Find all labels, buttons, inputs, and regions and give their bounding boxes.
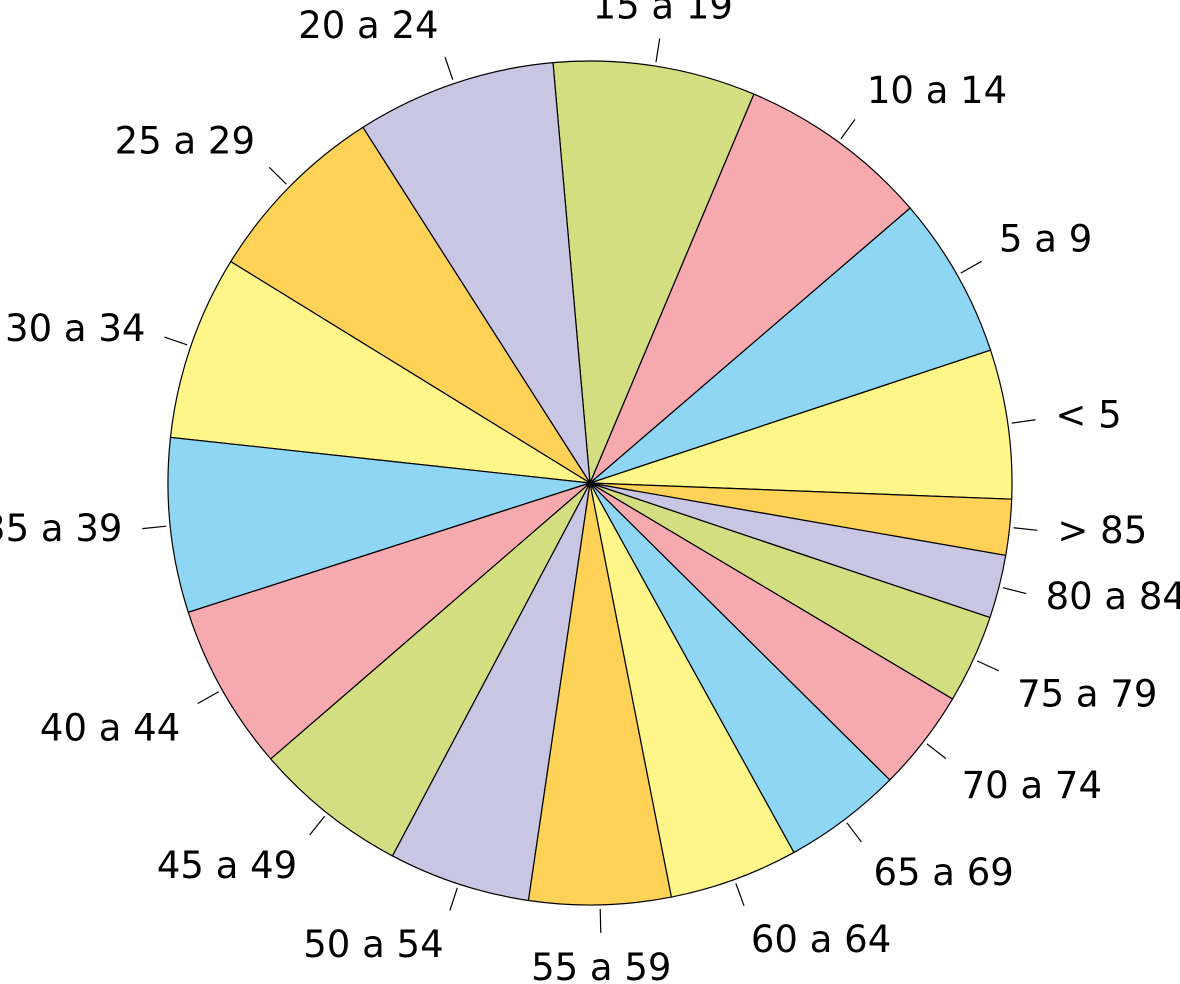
slice-label-35-a-39: 35 a 39 xyxy=(0,507,122,550)
slice-label-70-a-74: 70 a 74 xyxy=(962,764,1102,807)
pie-slice-15-a-19 xyxy=(552,60,755,484)
pie-slice-40-a-44 xyxy=(187,482,591,760)
leader-line-10-a-14 xyxy=(840,119,856,140)
slice-label-65-a-69: 65 a 69 xyxy=(873,851,1013,894)
pie-slice-25-a-29 xyxy=(229,126,591,484)
slice-label-5: < 5 xyxy=(1055,393,1121,436)
leader-line-55-a-59 xyxy=(599,908,602,933)
leader-line-5 xyxy=(1011,419,1036,424)
slice-label-55-a-59: 55 a 59 xyxy=(531,946,671,984)
slice-label-80-a-84: 80 a 84 xyxy=(1046,575,1180,618)
pie-slice-50-a-54 xyxy=(391,482,591,902)
pie-slices xyxy=(167,60,1013,906)
pie-slice-35-a-39 xyxy=(167,436,591,614)
slice-label-25-a-29: 25 a 29 xyxy=(115,119,255,162)
pie-slice-30-a-34 xyxy=(169,260,591,484)
slice-label-85: > 85 xyxy=(1057,509,1147,552)
slice-label-20-a-24: 20 a 24 xyxy=(298,4,438,47)
leader-line-5-a-9 xyxy=(960,260,982,274)
slice-label-30-a-34: 30 a 34 xyxy=(5,307,145,350)
slice-label-5-a-9: 5 a 9 xyxy=(999,217,1092,260)
pie-slice-85 xyxy=(589,482,1013,557)
leader-line-40-a-44 xyxy=(197,691,219,705)
leader-line-30-a-34 xyxy=(164,336,188,346)
leader-line-70-a-74 xyxy=(926,743,947,759)
pie-slice-10-a-14 xyxy=(589,93,911,484)
leader-line-20-a-24 xyxy=(444,56,454,80)
pie-slice-5-a-9 xyxy=(589,207,992,484)
leader-line-50-a-54 xyxy=(449,887,458,911)
pie-slice-55-a-59 xyxy=(527,482,673,906)
leader-line-85 xyxy=(1013,527,1038,531)
slice-label-50-a-54: 50 a 54 xyxy=(303,923,443,966)
leader-line-75-a-79 xyxy=(976,660,1000,672)
slice-label-15-a-19: 15 a 19 xyxy=(593,0,733,28)
slice-label-45-a-49: 45 a 49 xyxy=(157,844,297,887)
leader-line-35-a-39 xyxy=(142,525,167,530)
leader-line-65-a-69 xyxy=(846,822,862,843)
pie-slice-20-a-24 xyxy=(362,61,591,484)
label-leader-lines xyxy=(142,38,1038,933)
slice-label-40-a-44: 40 a 44 xyxy=(40,706,180,749)
slice-label-10-a-14: 10 a 14 xyxy=(867,69,1007,112)
leader-line-60-a-64 xyxy=(735,883,745,907)
leader-line-15-a-19 xyxy=(655,38,661,63)
leader-line-45-a-49 xyxy=(309,815,326,836)
leader-line-80-a-84 xyxy=(1002,587,1027,595)
slice-label-75-a-79: 75 a 79 xyxy=(1017,672,1157,715)
leader-line-25-a-29 xyxy=(268,166,287,185)
pie-slice-45-a-49 xyxy=(269,482,591,857)
slice-label-60-a-64: 60 a 64 xyxy=(751,918,891,961)
pie-slice-5 xyxy=(589,349,1013,500)
